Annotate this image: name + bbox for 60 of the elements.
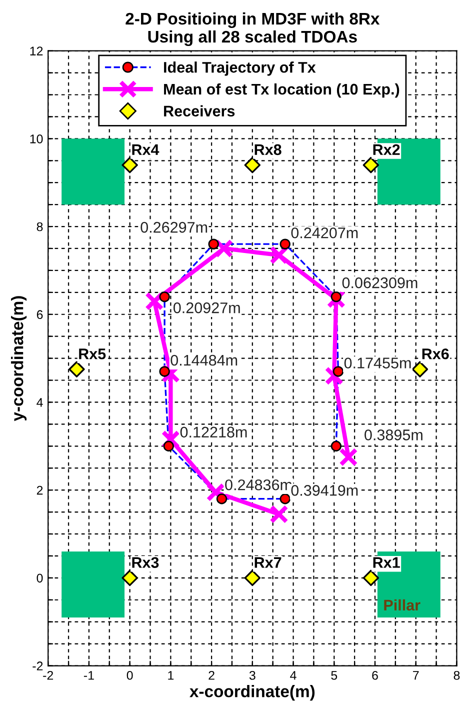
- x-tick-label: 0: [126, 670, 133, 680]
- annotation: 0.26297m: [140, 222, 208, 233]
- point: [362, 156, 380, 174]
- y-tick-label: 8: [36, 222, 43, 232]
- annotation: Rx4: [132, 144, 160, 155]
- legend-label: Mean of est Tx location (10 Exp.): [164, 83, 400, 98]
- y-tick-label: 0: [36, 574, 43, 583]
- y-tick-label: 4: [36, 398, 43, 407]
- x-tick-label: 2: [208, 670, 214, 680]
- y-tick-label: -2: [32, 662, 43, 670]
- annotation: 0.3895m: [364, 430, 422, 440]
- point: [206, 482, 226, 502]
- point: [244, 156, 261, 174]
- annotation: 0.062309m: [342, 277, 418, 288]
- point: [339, 448, 358, 466]
- y-tick-label: 6: [36, 310, 43, 320]
- annotation: 0.17455m: [344, 358, 411, 368]
- annotation: Rx8: [254, 144, 282, 156]
- x-tick-label: 4: [290, 671, 296, 680]
- annotation: Rx3: [132, 557, 159, 568]
- x-tick-label: 7: [413, 671, 419, 680]
- annotation: Rx7: [254, 557, 282, 568]
- y-tick-label: 10: [30, 134, 43, 144]
- point: [122, 156, 138, 174]
- point: [324, 366, 344, 386]
- annotation: Pillar: [384, 599, 420, 611]
- x-tick-label: -2: [43, 670, 54, 680]
- point: [326, 290, 346, 308]
- annotation: 0.12218m: [180, 426, 247, 438]
- annotation: Rx5: [79, 348, 106, 360]
- point: [161, 430, 180, 449]
- x-axis-title: x-coordinate(m): [190, 685, 315, 701]
- x-tick-label: -1: [84, 671, 94, 680]
- point: [270, 246, 288, 264]
- annotation: 0.39419m: [291, 485, 358, 496]
- y-tick-label: 2: [36, 486, 43, 495]
- x-tick-label: 5: [331, 671, 338, 680]
- legend-label: Ideal Trajectory of Tx: [164, 62, 316, 76]
- point: [68, 361, 85, 378]
- annotation: Rx6: [422, 348, 449, 360]
- annotation: 0.20927m: [173, 302, 240, 314]
- y-tick-label: 12: [30, 46, 43, 56]
- x-tick-label: 1: [168, 671, 174, 680]
- legend-label: Receivers: [164, 105, 235, 117]
- x-tick-label: 6: [372, 670, 378, 680]
- point: [122, 570, 138, 586]
- x-tick-label: 8: [454, 670, 460, 680]
- annotation: 0.14484m: [170, 354, 238, 366]
- point: [270, 504, 288, 524]
- y-axis-title: y-coordinate(m): [11, 296, 27, 422]
- annotation: 0.24207m: [291, 227, 358, 238]
- x-tick-label: 3: [249, 670, 256, 680]
- annotation: 0.24836m: [225, 479, 292, 490]
- point: [362, 570, 380, 586]
- point: [144, 292, 164, 311]
- point: [244, 570, 261, 586]
- chart-title: 2-D Positioing in MD3F with 8Rx Using all 28 scaled TDOAs: [126, 12, 380, 46]
- annotation: Rx1: [373, 557, 400, 568]
- annotation: Rx2: [373, 144, 400, 155]
- point: [412, 361, 428, 378]
